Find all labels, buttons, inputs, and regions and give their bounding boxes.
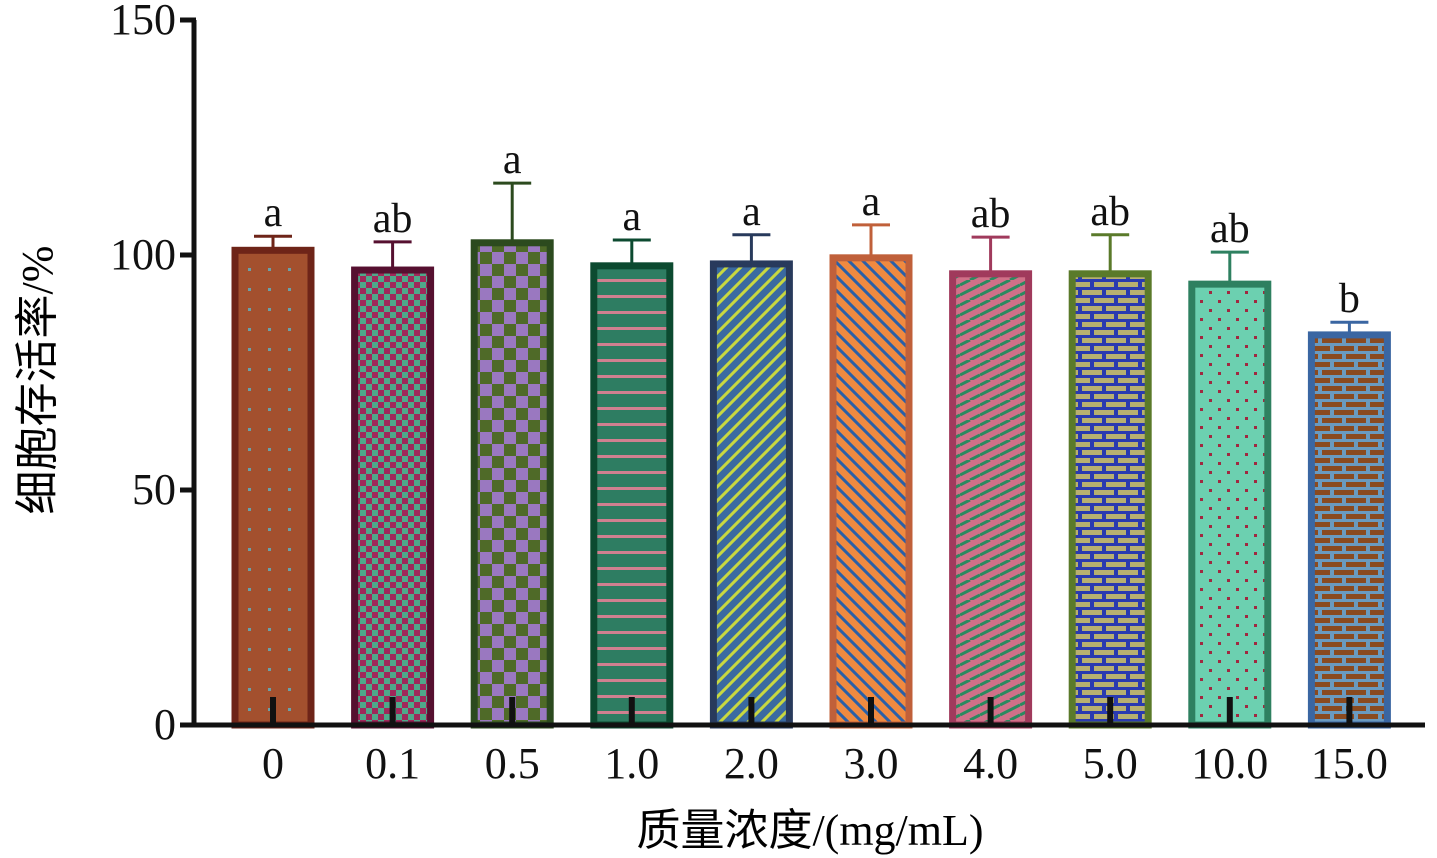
x-ticks: 0 0.1 0.5 1.0 2.0 3.0 4.0 5.0 10.0 15.0 xyxy=(262,739,1388,788)
y-axis-label: 细胞存活率/% xyxy=(13,246,62,515)
significance-label: ab xyxy=(971,191,1011,237)
bar xyxy=(709,260,793,729)
x-tick-label: 10.0 xyxy=(1191,739,1268,788)
bar-group-0: a xyxy=(231,190,315,729)
bar xyxy=(470,239,554,729)
bar-group-0.1: ab xyxy=(351,196,435,729)
x-tick-label: 3.0 xyxy=(844,739,899,788)
bar xyxy=(1307,331,1391,729)
x-tick-label: 1.0 xyxy=(604,739,659,788)
significance-label: b xyxy=(1339,276,1360,322)
bars: a ab a a a a ab ab ab b xyxy=(231,137,1391,729)
x-tick-label: 0.5 xyxy=(485,739,540,788)
bar-group-2.0: a xyxy=(709,189,793,729)
y-tick-label: 100 xyxy=(110,230,176,279)
x-tick-label: 5.0 xyxy=(1083,739,1138,788)
x-tick-label: 2.0 xyxy=(724,739,779,788)
significance-label: a xyxy=(622,194,641,240)
x-tick-label: 0 xyxy=(262,739,284,788)
bar-group-10.0: ab xyxy=(1188,206,1272,729)
bar xyxy=(1068,270,1152,729)
y-tick-label: 0 xyxy=(154,700,176,749)
bar xyxy=(949,270,1033,729)
x-tick-label: 15.0 xyxy=(1311,739,1388,788)
bar xyxy=(590,262,674,729)
y-tick-label: 50 xyxy=(132,465,176,514)
bar xyxy=(351,266,435,729)
bar xyxy=(231,246,315,729)
bar-group-0.5: a xyxy=(470,137,554,729)
bar-group-15.0: b xyxy=(1307,276,1391,729)
bar-group-3.0: a xyxy=(829,179,913,729)
bar-group-4.0: ab xyxy=(949,191,1033,729)
significance-label: a xyxy=(742,189,761,235)
bar-group-1.0: a xyxy=(590,194,674,729)
x-tick-label: 4.0 xyxy=(963,739,1018,788)
x-tick-label: 0.1 xyxy=(365,739,420,788)
significance-label: ab xyxy=(373,196,413,242)
y-tick-label: 150 xyxy=(110,0,176,44)
x-axis-label: 质量浓度/(mg/mL) xyxy=(636,806,983,855)
significance-label: a xyxy=(862,179,881,225)
significance-label: ab xyxy=(1090,189,1130,235)
bar xyxy=(829,254,913,729)
bar xyxy=(1188,280,1272,729)
significance-label: ab xyxy=(1210,206,1250,252)
significance-label: a xyxy=(264,190,283,236)
bar-group-5.0: ab xyxy=(1068,189,1152,729)
significance-label: a xyxy=(503,137,522,183)
y-ticks: 0 50 100 150 xyxy=(110,0,196,749)
